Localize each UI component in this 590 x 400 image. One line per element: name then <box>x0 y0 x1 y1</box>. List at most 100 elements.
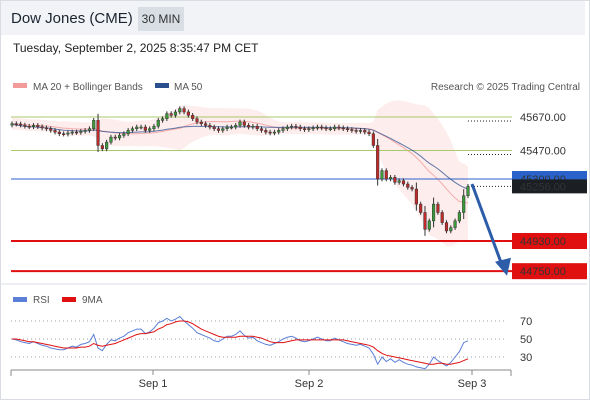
chart-header: Dow Jones (CME) 30 MIN <box>1 1 585 35</box>
candle-body <box>160 118 165 121</box>
last-price-tag <box>512 179 587 194</box>
candle-body <box>350 129 354 131</box>
legend-label-bollinger: MA 20 + Bollinger Bands <box>33 82 143 93</box>
candle-body <box>109 136 113 143</box>
candle-body <box>122 133 126 136</box>
candle-body <box>49 128 53 131</box>
candle-body <box>251 125 255 128</box>
candle-body <box>345 128 350 130</box>
candle-body <box>238 121 242 126</box>
candle-body <box>371 133 375 146</box>
legend-swatch-rsi <box>13 297 27 302</box>
rsi-level-label: 50 <box>520 334 532 346</box>
candle-body <box>178 108 182 113</box>
level-label-support: 44750.00 <box>520 266 566 278</box>
candle-body <box>341 127 345 130</box>
candle-body <box>204 123 208 126</box>
candle-body <box>173 111 178 116</box>
legend-label-9ma: 9MA <box>82 295 103 306</box>
candle-body <box>328 128 332 130</box>
candle-body <box>165 113 169 119</box>
rsi-line <box>11 315 469 370</box>
candle-body <box>27 125 31 128</box>
candle-body <box>376 145 380 180</box>
candle-body <box>388 177 393 180</box>
timeframe-badge[interactable]: 30 MIN <box>138 7 184 31</box>
candle-body <box>363 130 367 133</box>
candle-body <box>62 133 66 136</box>
candle-body <box>126 130 130 135</box>
candle-body <box>40 126 44 129</box>
instrument-title: Dow Jones (CME) <box>11 10 133 27</box>
level-label-support: 44930.00 <box>520 236 566 248</box>
candle-body <box>139 126 143 129</box>
level-label-resistance: 45470.00 <box>520 146 566 158</box>
candle-body <box>156 120 160 127</box>
candle-body <box>315 126 320 129</box>
candle-body <box>83 130 87 132</box>
candle-body <box>427 220 431 230</box>
candle-body <box>117 135 122 139</box>
candle-body <box>143 126 147 131</box>
candle-body <box>444 222 449 232</box>
legend-swatch-ma50 <box>155 83 169 88</box>
chart-credit: Research © 2025 Trading Central <box>431 82 580 93</box>
candle-body <box>208 125 212 128</box>
level-label-resistance: 45670.00 <box>520 112 566 124</box>
candle-body <box>406 183 410 188</box>
candle-body <box>307 128 311 130</box>
candle-body <box>44 127 48 130</box>
x-tick-label: Sep 2 <box>295 378 324 390</box>
candle-body <box>298 126 302 129</box>
candle-body <box>182 108 186 113</box>
candle-body <box>419 203 423 213</box>
candle-body <box>449 227 453 232</box>
candle-body <box>358 130 363 132</box>
candle-body <box>199 121 203 124</box>
candle-body <box>229 126 233 129</box>
candle-body <box>53 130 57 133</box>
candle-body <box>242 121 246 126</box>
candle-body <box>70 131 74 134</box>
legend-swatch-9ma <box>62 297 76 302</box>
report-datetime: Tuesday, September 2, 2025 8:35:47 PM CE… <box>13 41 259 55</box>
candle-body <box>14 123 18 125</box>
candle-body <box>57 131 61 135</box>
candle-body <box>384 170 388 180</box>
candle-body <box>397 180 401 183</box>
candle-body <box>186 111 190 116</box>
candle-body <box>79 130 83 133</box>
rsi-level-label: 30 <box>520 352 532 364</box>
candle-body <box>10 123 14 126</box>
legend-label-ma50: MA 50 <box>174 82 203 93</box>
candle-body <box>96 120 100 146</box>
legend-label-rsi: RSI <box>33 295 50 306</box>
candle-body <box>436 203 440 213</box>
candle-body <box>401 180 406 185</box>
candle-body <box>268 131 272 134</box>
candle-body <box>337 126 341 129</box>
candle-body <box>277 130 281 133</box>
rsi-level-label: 70 <box>520 316 532 328</box>
candle-body <box>36 125 40 127</box>
candle-body <box>414 188 418 205</box>
candle-body <box>320 126 324 129</box>
candle-body <box>19 123 23 126</box>
last-price-label: 45256.00 <box>520 181 566 193</box>
candle-body <box>23 124 27 127</box>
candle-body <box>367 131 371 135</box>
candle-body <box>462 195 466 213</box>
x-tick-label: Sep 3 <box>458 378 487 390</box>
candle-body <box>393 177 397 183</box>
candle-body <box>195 118 199 123</box>
candle-body <box>225 126 229 129</box>
forecast-arrow-head <box>495 257 511 276</box>
candle-body <box>100 145 104 150</box>
rsi-ma-line <box>12 320 469 365</box>
candle-body <box>130 128 135 131</box>
candle-body <box>294 125 298 128</box>
candle-body <box>31 125 36 127</box>
candle-body <box>152 125 156 129</box>
candle-body <box>290 125 294 128</box>
